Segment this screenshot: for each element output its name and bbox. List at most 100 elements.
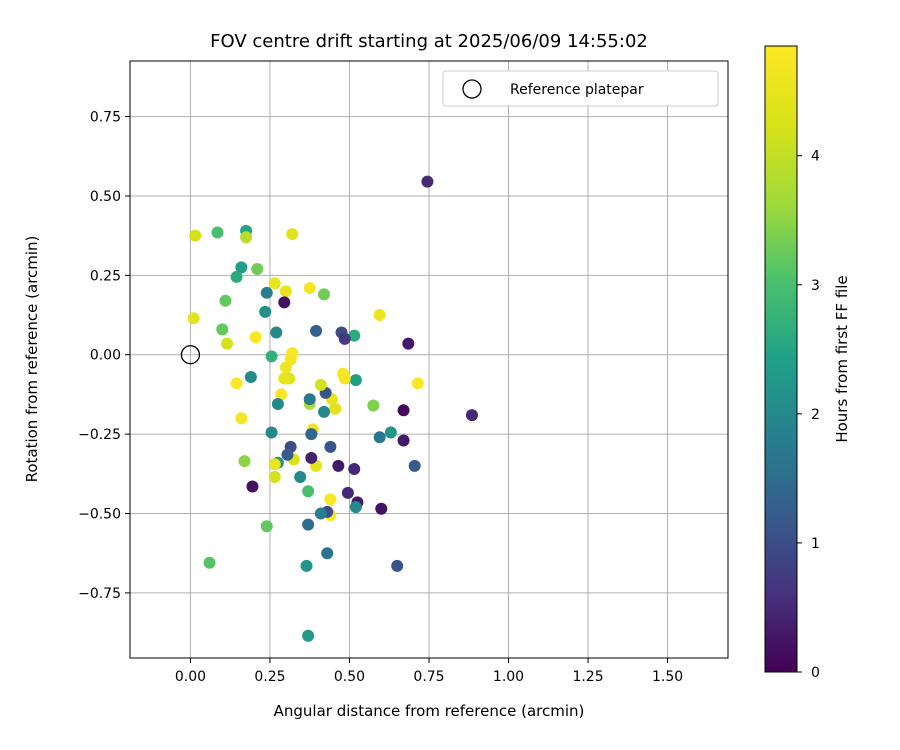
x-tick-label: 1.00	[493, 669, 524, 685]
chart-title: FOV centre drift starting at 2025/06/09 …	[210, 31, 648, 52]
data-point	[286, 228, 299, 241]
data-point	[303, 393, 316, 406]
legend-box	[442, 70, 719, 107]
data-point	[338, 372, 351, 385]
data-point	[402, 337, 415, 350]
colorbar-tick-label: 0	[811, 665, 820, 681]
data-point	[324, 440, 337, 453]
data-point	[310, 324, 323, 337]
data-point	[321, 547, 334, 560]
data-point	[278, 372, 291, 385]
colorbar-tick-label: 1	[811, 536, 820, 552]
y-tick-label: −0.50	[78, 507, 121, 523]
plot-area: 0.00 0.25 0.50 0.75 1.00 1.25 1.50 −0.75−0.50−…	[78, 60, 729, 685]
data-point	[265, 426, 278, 439]
data-point	[187, 312, 200, 325]
data-point	[281, 448, 294, 461]
data-point	[302, 518, 315, 531]
data-point	[238, 455, 251, 468]
y-tick-label: 0.25	[90, 268, 121, 284]
y-tick-label: 0.75	[90, 110, 121, 126]
data-point	[268, 458, 281, 471]
data-point	[265, 350, 278, 363]
data-point	[349, 374, 362, 387]
data-point	[279, 285, 292, 298]
data-point	[211, 226, 224, 239]
data-point	[384, 426, 397, 439]
data-point	[268, 277, 281, 290]
data-point	[235, 412, 248, 425]
data-point	[465, 409, 478, 422]
data-point	[230, 377, 243, 390]
data-point	[411, 377, 424, 390]
data-point	[397, 404, 410, 417]
grid	[130, 61, 728, 658]
data-point	[332, 459, 345, 472]
x-tick-label: 0.00	[175, 669, 206, 685]
y-axis-label: Rotation from reference (arcmin)	[23, 236, 41, 483]
y-tick-label: −0.25	[78, 427, 121, 443]
data-point	[219, 294, 232, 307]
data-point	[240, 231, 253, 244]
data-point	[260, 286, 273, 299]
legend-open-circle-icon	[462, 79, 482, 99]
data-point	[221, 337, 234, 350]
data-point	[318, 405, 331, 418]
data-point	[302, 485, 315, 498]
data-point	[341, 486, 354, 499]
colorbar-gradient	[764, 45, 798, 673]
data-point	[348, 463, 361, 476]
data-point	[375, 502, 388, 515]
data-point	[303, 282, 316, 295]
data-point	[348, 329, 361, 342]
data-point	[397, 434, 410, 447]
data-point	[318, 288, 331, 301]
x-tick-label: 1.50	[652, 669, 683, 685]
data-point	[271, 397, 284, 410]
colorbar-label: Hours from first FF file	[833, 275, 851, 442]
data-point	[230, 270, 243, 283]
data-point	[251, 262, 264, 275]
data-point	[391, 559, 404, 572]
x-axis-ticks: 0.00 0.25 0.50 0.75 1.00 1.25 1.50	[175, 658, 683, 685]
data-point	[294, 470, 307, 483]
colorbar: 0 1 2 3 4 Hours from first FF file	[764, 45, 851, 681]
data-point	[244, 370, 257, 383]
data-point	[216, 323, 229, 336]
data-point	[367, 399, 380, 412]
data-point	[421, 175, 434, 188]
colorbar-tick-label: 4	[811, 149, 820, 165]
y-tick-label: −0.75	[78, 586, 121, 602]
legend-label: Reference platepar	[510, 82, 644, 98]
data-point	[203, 556, 216, 569]
data-point	[349, 501, 362, 514]
data-point	[235, 261, 248, 274]
data-point	[324, 493, 337, 506]
data-point	[408, 459, 421, 472]
reference-platepar-marker	[180, 345, 201, 365]
y-tick-label: 0.00	[90, 348, 121, 364]
data-point	[373, 309, 386, 322]
data-point	[279, 361, 292, 374]
data-point	[305, 451, 318, 464]
x-axis-label: Angular distance from reference (arcmin)	[274, 702, 585, 720]
data-point	[314, 507, 327, 520]
x-tick-label: 0.50	[334, 669, 365, 685]
data-point	[338, 332, 351, 345]
data-point	[278, 296, 291, 309]
data-point	[329, 402, 342, 415]
data-points	[187, 175, 478, 642]
colorbar-tick-label: 2	[811, 407, 820, 423]
data-point	[270, 326, 283, 339]
data-point	[300, 559, 313, 572]
data-point	[260, 520, 273, 533]
data-point	[259, 305, 272, 318]
data-point	[302, 629, 315, 642]
x-tick-label: 0.25	[254, 669, 285, 685]
y-axis-ticks: −0.75 −0.50 −0.25 0.00 0.25 0.50 0.75	[78, 110, 130, 602]
data-point	[275, 388, 288, 401]
legend: Reference platepar	[442, 70, 719, 107]
data-point	[249, 331, 262, 344]
data-point	[373, 431, 386, 444]
